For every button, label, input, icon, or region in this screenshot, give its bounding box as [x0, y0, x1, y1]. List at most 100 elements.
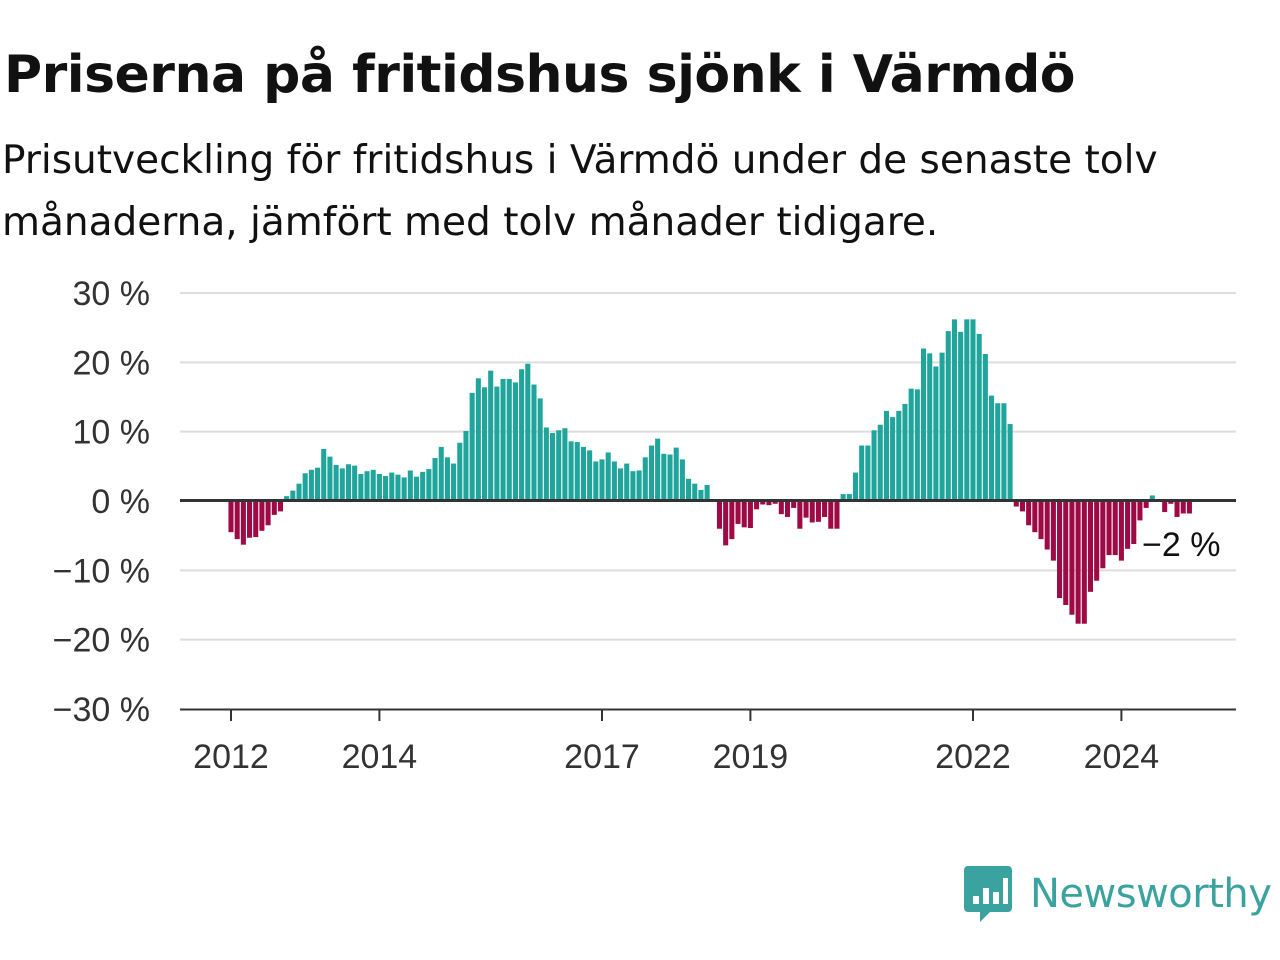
bar: [747, 501, 753, 529]
bar: [265, 501, 271, 526]
bar: [438, 446, 444, 501]
bar: [611, 461, 617, 501]
bar: [630, 471, 636, 501]
bar: [234, 501, 240, 540]
bar: [797, 501, 803, 529]
bar: [655, 438, 661, 501]
bar: [667, 454, 673, 501]
bar: [686, 478, 692, 501]
bar: [426, 469, 432, 501]
bar: [432, 458, 438, 501]
bar: [791, 501, 797, 508]
bar-chart: 30 %20 %10 %0 %−10 %−20 %−30 % 2012 2014 2…: [53, 275, 1236, 776]
bar: [1038, 501, 1044, 540]
bar: [976, 333, 982, 501]
bar: [1087, 501, 1094, 592]
bar: [512, 382, 518, 501]
y-tick-label: −30 %: [53, 691, 150, 729]
x-tick-label: 2022: [935, 738, 1011, 776]
bar: [370, 469, 376, 501]
bar: [723, 501, 729, 546]
bar: [877, 424, 883, 501]
bar: [1001, 403, 1007, 501]
bar: [1044, 501, 1050, 550]
x-tick-label: 2012: [193, 738, 269, 776]
bar: [716, 501, 723, 529]
bar: [908, 388, 914, 501]
y-tick-label: 0 %: [91, 483, 150, 521]
bar: [927, 353, 933, 501]
bar: [537, 398, 543, 501]
bar: [593, 461, 599, 501]
bar: [865, 445, 871, 501]
bar: [989, 395, 995, 501]
x-axis-ticks: 2012 2014 2017 2019 2022 2024: [193, 709, 1159, 776]
bar: [636, 470, 642, 501]
bar: [580, 446, 586, 501]
bar: [754, 501, 760, 510]
bar: [543, 427, 549, 501]
bar: [784, 501, 791, 517]
bar: [772, 501, 778, 504]
bar: [420, 471, 426, 501]
x-tick-label: 2019: [713, 738, 789, 776]
y-tick-label: −20 %: [53, 622, 150, 660]
bar: [890, 417, 896, 501]
bar: [1112, 501, 1118, 556]
bar: [964, 319, 970, 501]
bar: [1118, 501, 1124, 561]
bar: [852, 472, 859, 501]
bar: [1026, 501, 1032, 526]
bar: [698, 489, 704, 501]
bar: [939, 352, 945, 501]
bar: [1019, 501, 1025, 512]
bar: [321, 449, 327, 501]
bar: [290, 490, 296, 501]
bar: [822, 501, 828, 517]
bar: [1168, 501, 1174, 504]
bar: [358, 473, 364, 501]
bar: [1075, 501, 1081, 624]
bar: [735, 501, 741, 524]
bar: [253, 501, 259, 538]
bar: [333, 464, 339, 501]
bar: [302, 473, 308, 501]
bar: [704, 485, 710, 501]
bar: [1094, 501, 1100, 581]
bar: [766, 501, 772, 506]
bar: [914, 389, 920, 501]
bar: [556, 430, 562, 501]
bar: [933, 366, 939, 501]
bar: [284, 496, 290, 501]
brand-name: Newsworthy: [1030, 871, 1272, 917]
bar: [383, 476, 389, 501]
bar: [741, 501, 747, 528]
bar: [1100, 501, 1106, 569]
bar: [308, 469, 314, 501]
bar: [1013, 501, 1019, 507]
y-tick-label: 10 %: [73, 414, 151, 452]
bar: [840, 494, 846, 501]
bar: [395, 474, 401, 501]
newsworthy-logo-icon: [964, 866, 1012, 922]
bar: [599, 459, 605, 501]
bar: [364, 471, 370, 501]
bar: [951, 319, 957, 501]
bar: [568, 441, 574, 501]
bar: [760, 501, 766, 505]
bar: [982, 354, 988, 501]
bar: [519, 369, 525, 501]
bar: [339, 468, 345, 501]
chart-title: Priserna på fritidshus sjönk i Värmdö: [4, 45, 1076, 105]
bar: [550, 433, 556, 501]
bar: [271, 501, 277, 515]
bar: [531, 384, 537, 501]
bar: [1162, 501, 1168, 513]
bar: [413, 476, 420, 501]
y-axis-tick-labels: 30 % 20 % 10 % 0 % −10 % −20 % −30 %: [53, 275, 150, 729]
bar: [500, 378, 506, 501]
bar: [661, 453, 667, 501]
bar: [1106, 501, 1112, 556]
bar: [1069, 501, 1075, 615]
bar: [247, 501, 253, 538]
